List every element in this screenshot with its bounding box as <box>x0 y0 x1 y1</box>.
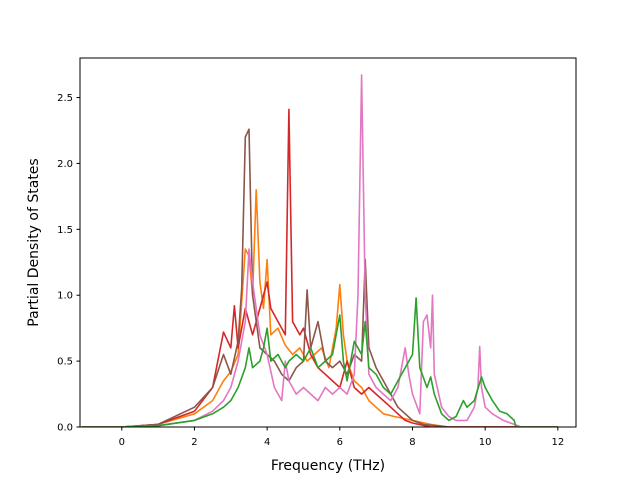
y-tick-label: 0.5 <box>57 357 73 368</box>
y-tick-label: 0.0 <box>57 423 73 434</box>
series-line-4 <box>81 74 558 427</box>
series-line-5 <box>81 297 558 427</box>
x-tick-label: 0 <box>119 437 125 448</box>
series-layer <box>81 74 558 427</box>
y-axis-label: Partial Density of States <box>26 158 42 326</box>
x-tick-label: 4 <box>264 437 270 448</box>
series-line-3 <box>81 128 558 427</box>
series-line-2 <box>81 108 558 427</box>
y-tick-label: 2.0 <box>57 159 73 170</box>
y-axis: 0.0 0.5 1.0 1.5 2.0 2.5 <box>57 93 80 434</box>
x-tick-label: 10 <box>479 437 492 448</box>
x-tick-label: 8 <box>409 437 415 448</box>
y-tick-label: 1.0 <box>57 291 73 302</box>
x-axis-label: Frequency (THz) <box>271 458 385 474</box>
x-tick-label: 2 <box>191 437 197 448</box>
y-tick-label: 1.5 <box>57 225 73 236</box>
x-axis: 0 2 4 6 8 10 12 <box>119 427 564 448</box>
y-tick-label: 2.5 <box>57 93 73 104</box>
plot-frame <box>79 57 577 428</box>
x-tick-label: 12 <box>551 437 564 448</box>
series-line-1 <box>81 189 558 427</box>
x-tick-label: 6 <box>337 437 343 448</box>
